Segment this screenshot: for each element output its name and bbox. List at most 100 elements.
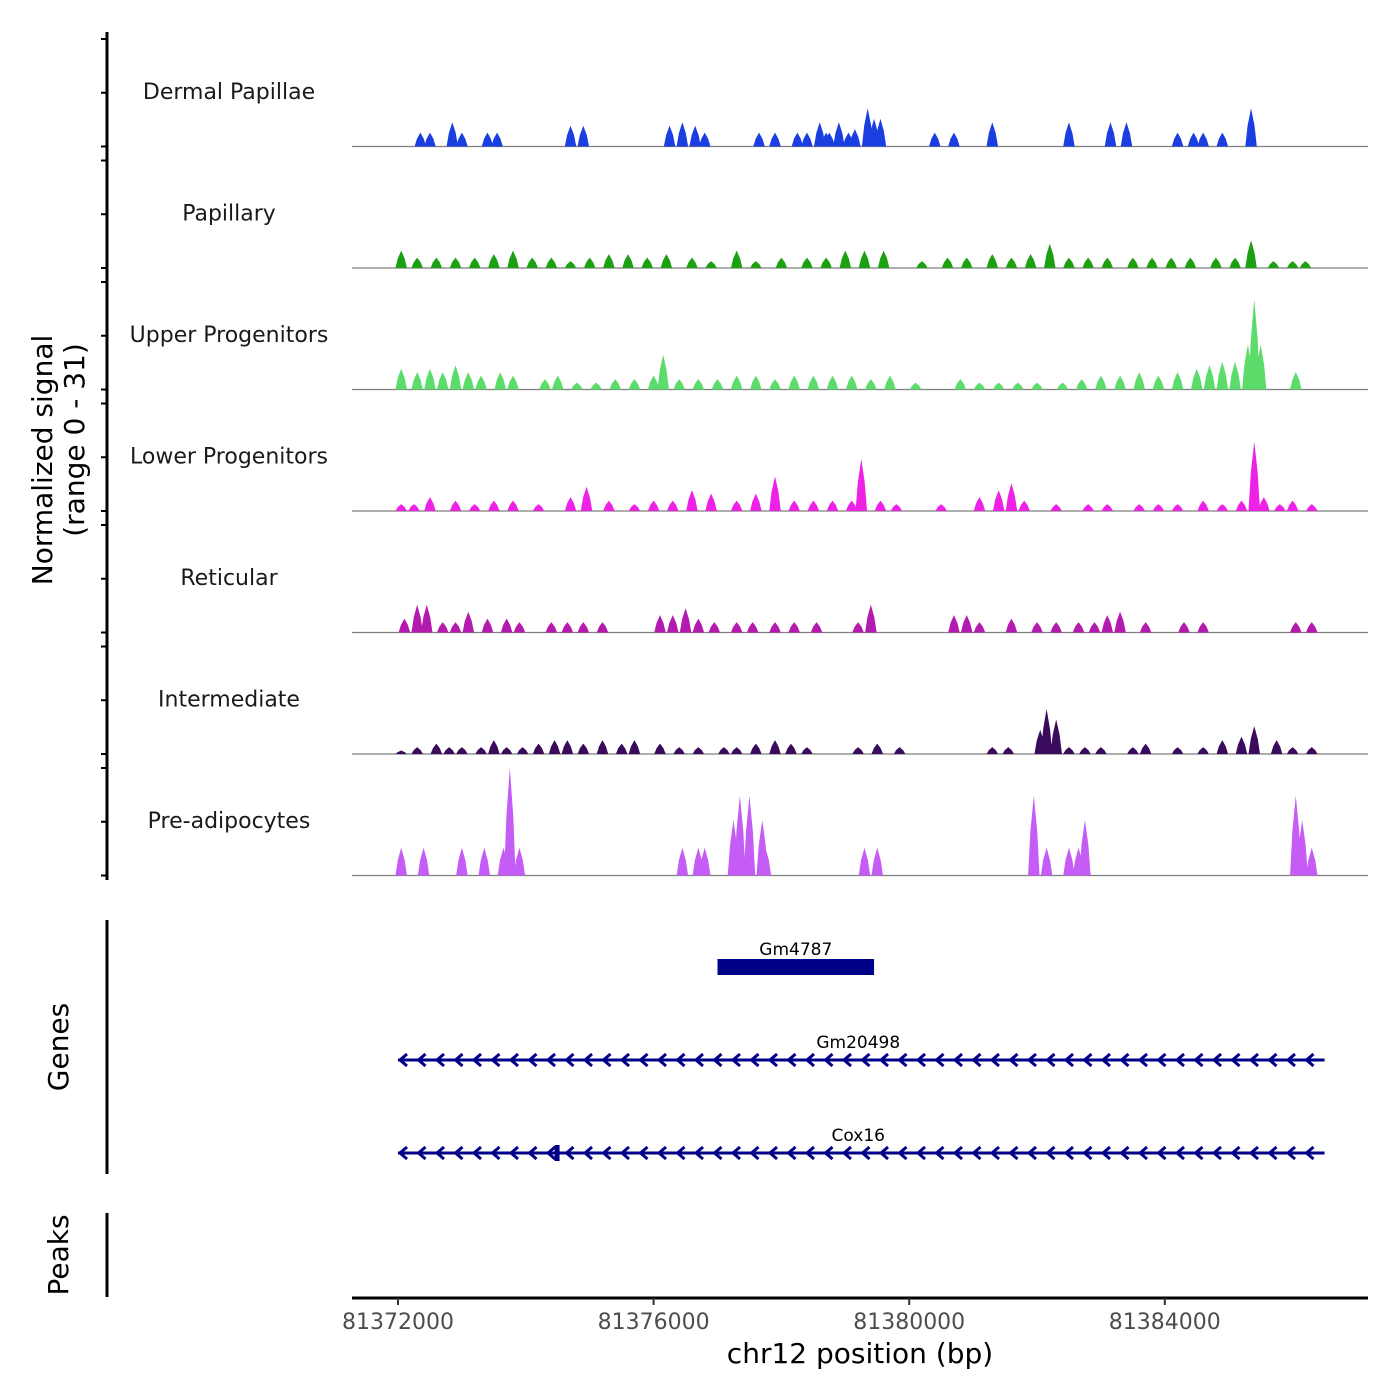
strand-arrow-icon (730, 1052, 741, 1068)
signal-peak (676, 847, 689, 876)
strand-arrow-icon (490, 1145, 501, 1161)
signal-peak (1216, 361, 1229, 390)
signal-peak (462, 611, 475, 633)
strand-arrow-icon (823, 1052, 834, 1068)
signal-peak (788, 500, 800, 511)
signal-peak (657, 354, 669, 390)
signal-peak (545, 622, 558, 633)
gene-cox16: Cox16 (397, 1126, 1325, 1161)
signal-peak (1290, 372, 1302, 390)
signal-peak (552, 375, 564, 390)
strand-arrow-icon (1082, 1145, 1093, 1161)
strand-arrow-icon (749, 1052, 760, 1068)
signal-peak (1002, 747, 1014, 754)
signal-peak (561, 740, 574, 754)
signal-peak (769, 476, 781, 511)
signal-peak (577, 622, 590, 633)
strand-arrow-icon (934, 1052, 945, 1068)
signal-peak (775, 257, 788, 268)
strand-arrow-icon (1193, 1052, 1204, 1068)
signal-peak (577, 743, 590, 754)
signal-peak (960, 615, 973, 633)
signal-peak (973, 382, 986, 390)
signal-peak (743, 795, 756, 876)
signal-peak (746, 622, 759, 633)
signal-peak (689, 125, 701, 147)
signal-peak (948, 132, 960, 147)
signal-peak (1031, 382, 1043, 390)
strand-arrow-icon (508, 1052, 519, 1068)
signal-peak (1101, 257, 1114, 268)
signal-peak (839, 250, 852, 268)
signal-peak (456, 847, 468, 876)
strand-arrow-icon (453, 1145, 464, 1161)
track-label: Papillary (182, 202, 276, 227)
track-intermediate: Intermediate (158, 688, 1368, 755)
signal-peak (539, 379, 551, 390)
signal-peak (718, 747, 730, 754)
signal-peak (801, 747, 813, 754)
signal-peak (788, 622, 800, 633)
signal-peak (583, 257, 596, 268)
signal-peak (628, 504, 641, 511)
strand-arrow-icon (693, 1145, 704, 1161)
strand-arrow-icon (1063, 1145, 1074, 1161)
signal-peak (398, 618, 411, 633)
strand-arrow-icon (786, 1145, 797, 1161)
peaks-panel-label: Peaks (42, 1214, 75, 1295)
signal-peak (475, 747, 487, 754)
strand-arrow-icon (434, 1052, 445, 1068)
gene-gm4787: Gm4787 (717, 940, 875, 975)
signal-peak (1171, 372, 1184, 390)
signal-peak (1018, 500, 1030, 511)
signal-peak (679, 608, 692, 633)
signal-peak (513, 847, 526, 876)
signal-peak (462, 372, 475, 390)
signal-peak (615, 743, 628, 754)
signal-peak (628, 379, 641, 390)
signal-peak (801, 132, 813, 147)
signal-peak (513, 622, 526, 633)
signal-peak (807, 375, 820, 390)
signal-peak (1005, 618, 1018, 633)
strand-arrow-icon (897, 1145, 908, 1161)
signal-peak (973, 622, 986, 633)
x-axis-ticks: 81372000 81376000 81380000 81384000 (342, 1298, 1221, 1335)
strand-arrow-icon (1082, 1052, 1093, 1068)
signal-peak (973, 497, 986, 511)
signal-peak (1171, 504, 1184, 511)
signal-peak (548, 740, 561, 754)
signal-peak (660, 254, 673, 268)
signal-peak (807, 500, 820, 511)
signal-peak (708, 622, 721, 633)
strand-arrow-icon (952, 1145, 963, 1161)
signal-peak (504, 768, 516, 876)
signal-peak (734, 795, 746, 876)
signal-peak (845, 375, 858, 390)
strand-arrow-icon (712, 1052, 723, 1068)
strand-arrow-icon (1008, 1052, 1019, 1068)
signal-peak (1197, 622, 1209, 633)
signal-peak (750, 743, 762, 754)
signal-peak (603, 254, 615, 268)
x-tick-label: 81376000 (598, 1310, 710, 1335)
signal-peak (730, 747, 743, 754)
signal-peak (705, 493, 717, 511)
signal-peak (1040, 708, 1053, 754)
strand-arrow-icon (804, 1052, 815, 1068)
strand-arrow-icon (1285, 1052, 1296, 1068)
signal-peak (1165, 257, 1177, 268)
signal-peak (446, 122, 459, 147)
signal-peak (411, 604, 423, 633)
strand-arrow-icon (638, 1145, 649, 1161)
signal-peak (673, 747, 685, 754)
signal-peak (488, 500, 500, 511)
signal-peak (1146, 257, 1158, 268)
signal-peak (941, 257, 954, 268)
strand-arrow-icon (656, 1145, 667, 1161)
signal-peak (526, 257, 538, 268)
signal-peak (516, 747, 529, 754)
signal-peak (1254, 344, 1267, 390)
strand-arrow-icon (1045, 1145, 1056, 1161)
signal-peak (1101, 504, 1114, 511)
